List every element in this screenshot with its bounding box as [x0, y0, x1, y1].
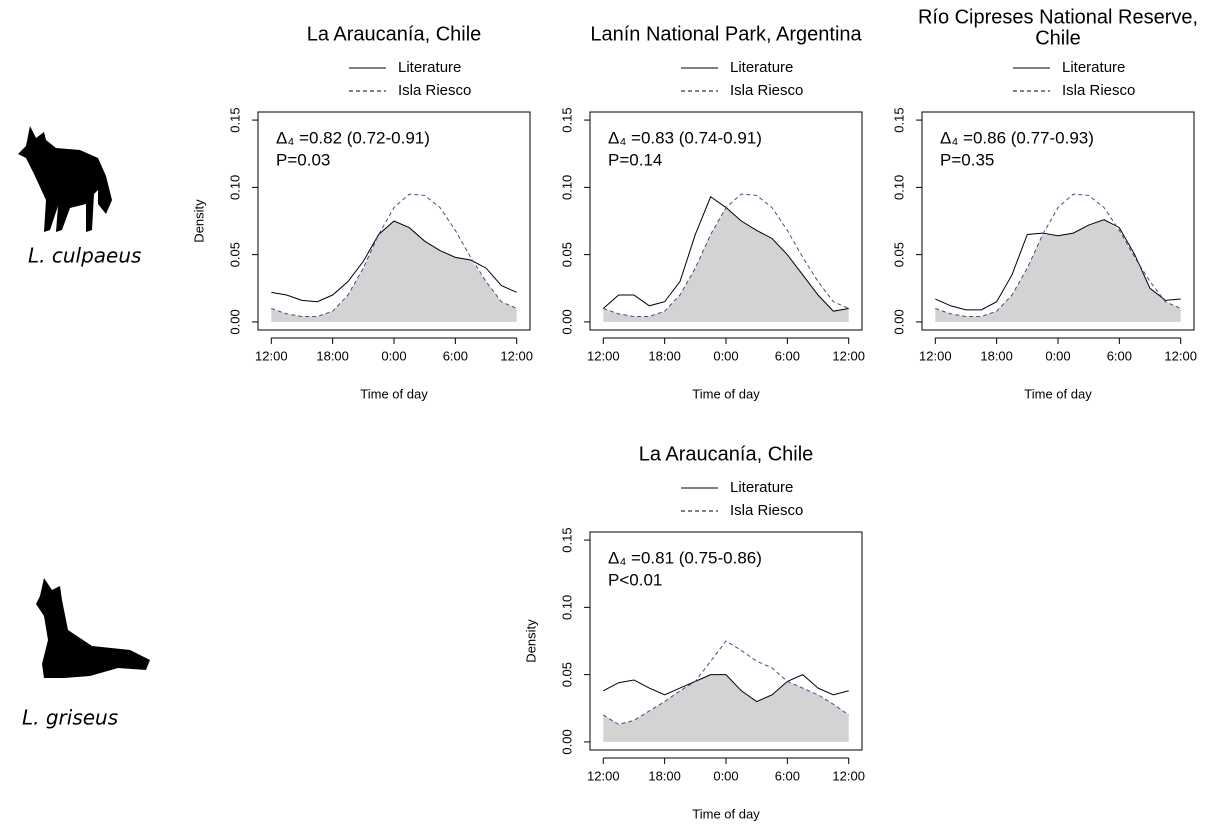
- overlap-area: [935, 220, 1180, 322]
- overlap-area: [603, 208, 848, 322]
- legend-label: Literature: [730, 479, 793, 496]
- x-tick-label: 12:00: [1164, 348, 1197, 363]
- x-tick-label: 12:00: [832, 768, 865, 783]
- annotation: P=0.03: [276, 150, 330, 169]
- x-tick-label: 18:00: [316, 348, 349, 363]
- annotation: P=0.14: [608, 150, 662, 169]
- x-tick-label: 12:00: [587, 348, 620, 363]
- legend-label: Isla Riesco: [730, 82, 803, 99]
- x-tick-label: 0:00: [381, 348, 406, 363]
- y-tick-label: 0.10: [891, 175, 906, 200]
- x-tick-label: 6:00: [775, 768, 800, 783]
- fox-culpaeus: [18, 126, 112, 232]
- x-tick-label: 12:00: [919, 348, 952, 363]
- x-tick-label: 12:00: [587, 768, 620, 783]
- y-tick-label: 0.05: [559, 662, 574, 687]
- chart-title: Chile: [1035, 27, 1081, 49]
- legend-label: Isla Riesco: [1062, 82, 1135, 99]
- y-tick-label: 0.05: [559, 242, 574, 267]
- legend-label: Literature: [398, 59, 461, 76]
- legend-label: Isla Riesco: [398, 82, 471, 99]
- y-tick-label: 0.00: [559, 729, 574, 754]
- x-axis-label: Time of day: [692, 386, 760, 401]
- annotation: Δ₄ =0.83 (0.74-0.91): [608, 128, 762, 147]
- x-tick-label: 18:00: [648, 348, 681, 363]
- annotation: Δ₄ =0.81 (0.75-0.86): [608, 548, 762, 567]
- annotation: Δ₄ =0.82 (0.72-0.91): [276, 128, 430, 147]
- x-tick-label: 18:00: [648, 768, 681, 783]
- y-tick-label: 0.15: [891, 107, 906, 132]
- y-axis-label: Density: [523, 619, 538, 663]
- x-axis-label: Time of day: [692, 806, 760, 821]
- x-tick-label: 12:00: [832, 348, 865, 363]
- y-tick-label: 0.15: [227, 107, 242, 132]
- y-tick-label: 0.15: [559, 107, 574, 132]
- overlap-area: [603, 675, 848, 742]
- y-tick-label: 0.00: [559, 309, 574, 334]
- annotation: P<0.01: [608, 570, 662, 589]
- legend-label: Literature: [730, 59, 793, 76]
- x-tick-label: 12:00: [500, 348, 533, 363]
- x-tick-label: 18:00: [980, 348, 1013, 363]
- chart-title: Lanín National Park, Argentina: [590, 23, 862, 45]
- x-tick-label: 6:00: [1107, 348, 1132, 363]
- y-axis-label: Density: [191, 199, 206, 243]
- x-tick-label: 6:00: [443, 348, 468, 363]
- x-tick-label: 6:00: [775, 348, 800, 363]
- legend-label: Literature: [1062, 59, 1125, 76]
- y-tick-label: 0.15: [559, 527, 574, 552]
- x-tick-label: 0:00: [713, 348, 738, 363]
- y-tick-label: 0.10: [559, 175, 574, 200]
- y-tick-label: 0.05: [227, 242, 242, 267]
- x-axis-label: Time of day: [1024, 386, 1092, 401]
- chart-title: Río Cipreses National Reserve,: [918, 6, 1198, 28]
- species-label: L. culpaeus: [28, 244, 141, 268]
- fox-griseus: [36, 578, 150, 678]
- y-tick-label: 0.05: [891, 242, 906, 267]
- y-tick-label: 0.10: [559, 595, 574, 620]
- legend-label: Isla Riesco: [730, 502, 803, 519]
- chart-title: La Araucanía, Chile: [307, 23, 482, 45]
- species-label: L. griseus: [22, 706, 118, 730]
- chart-title: La Araucanía, Chile: [639, 443, 814, 465]
- annotation: P=0.35: [940, 150, 994, 169]
- x-tick-label: 0:00: [1045, 348, 1070, 363]
- x-tick-label: 0:00: [713, 768, 738, 783]
- y-tick-label: 0.10: [227, 175, 242, 200]
- figure: L. culpaeus L. griseus La Araucanía, Chi…: [0, 0, 1210, 824]
- x-axis-label: Time of day: [360, 386, 428, 401]
- annotation: Δ₄ =0.86 (0.77-0.93): [940, 128, 1094, 147]
- y-tick-label: 0.00: [227, 309, 242, 334]
- y-tick-label: 0.00: [891, 309, 906, 334]
- x-tick-label: 12:00: [255, 348, 288, 363]
